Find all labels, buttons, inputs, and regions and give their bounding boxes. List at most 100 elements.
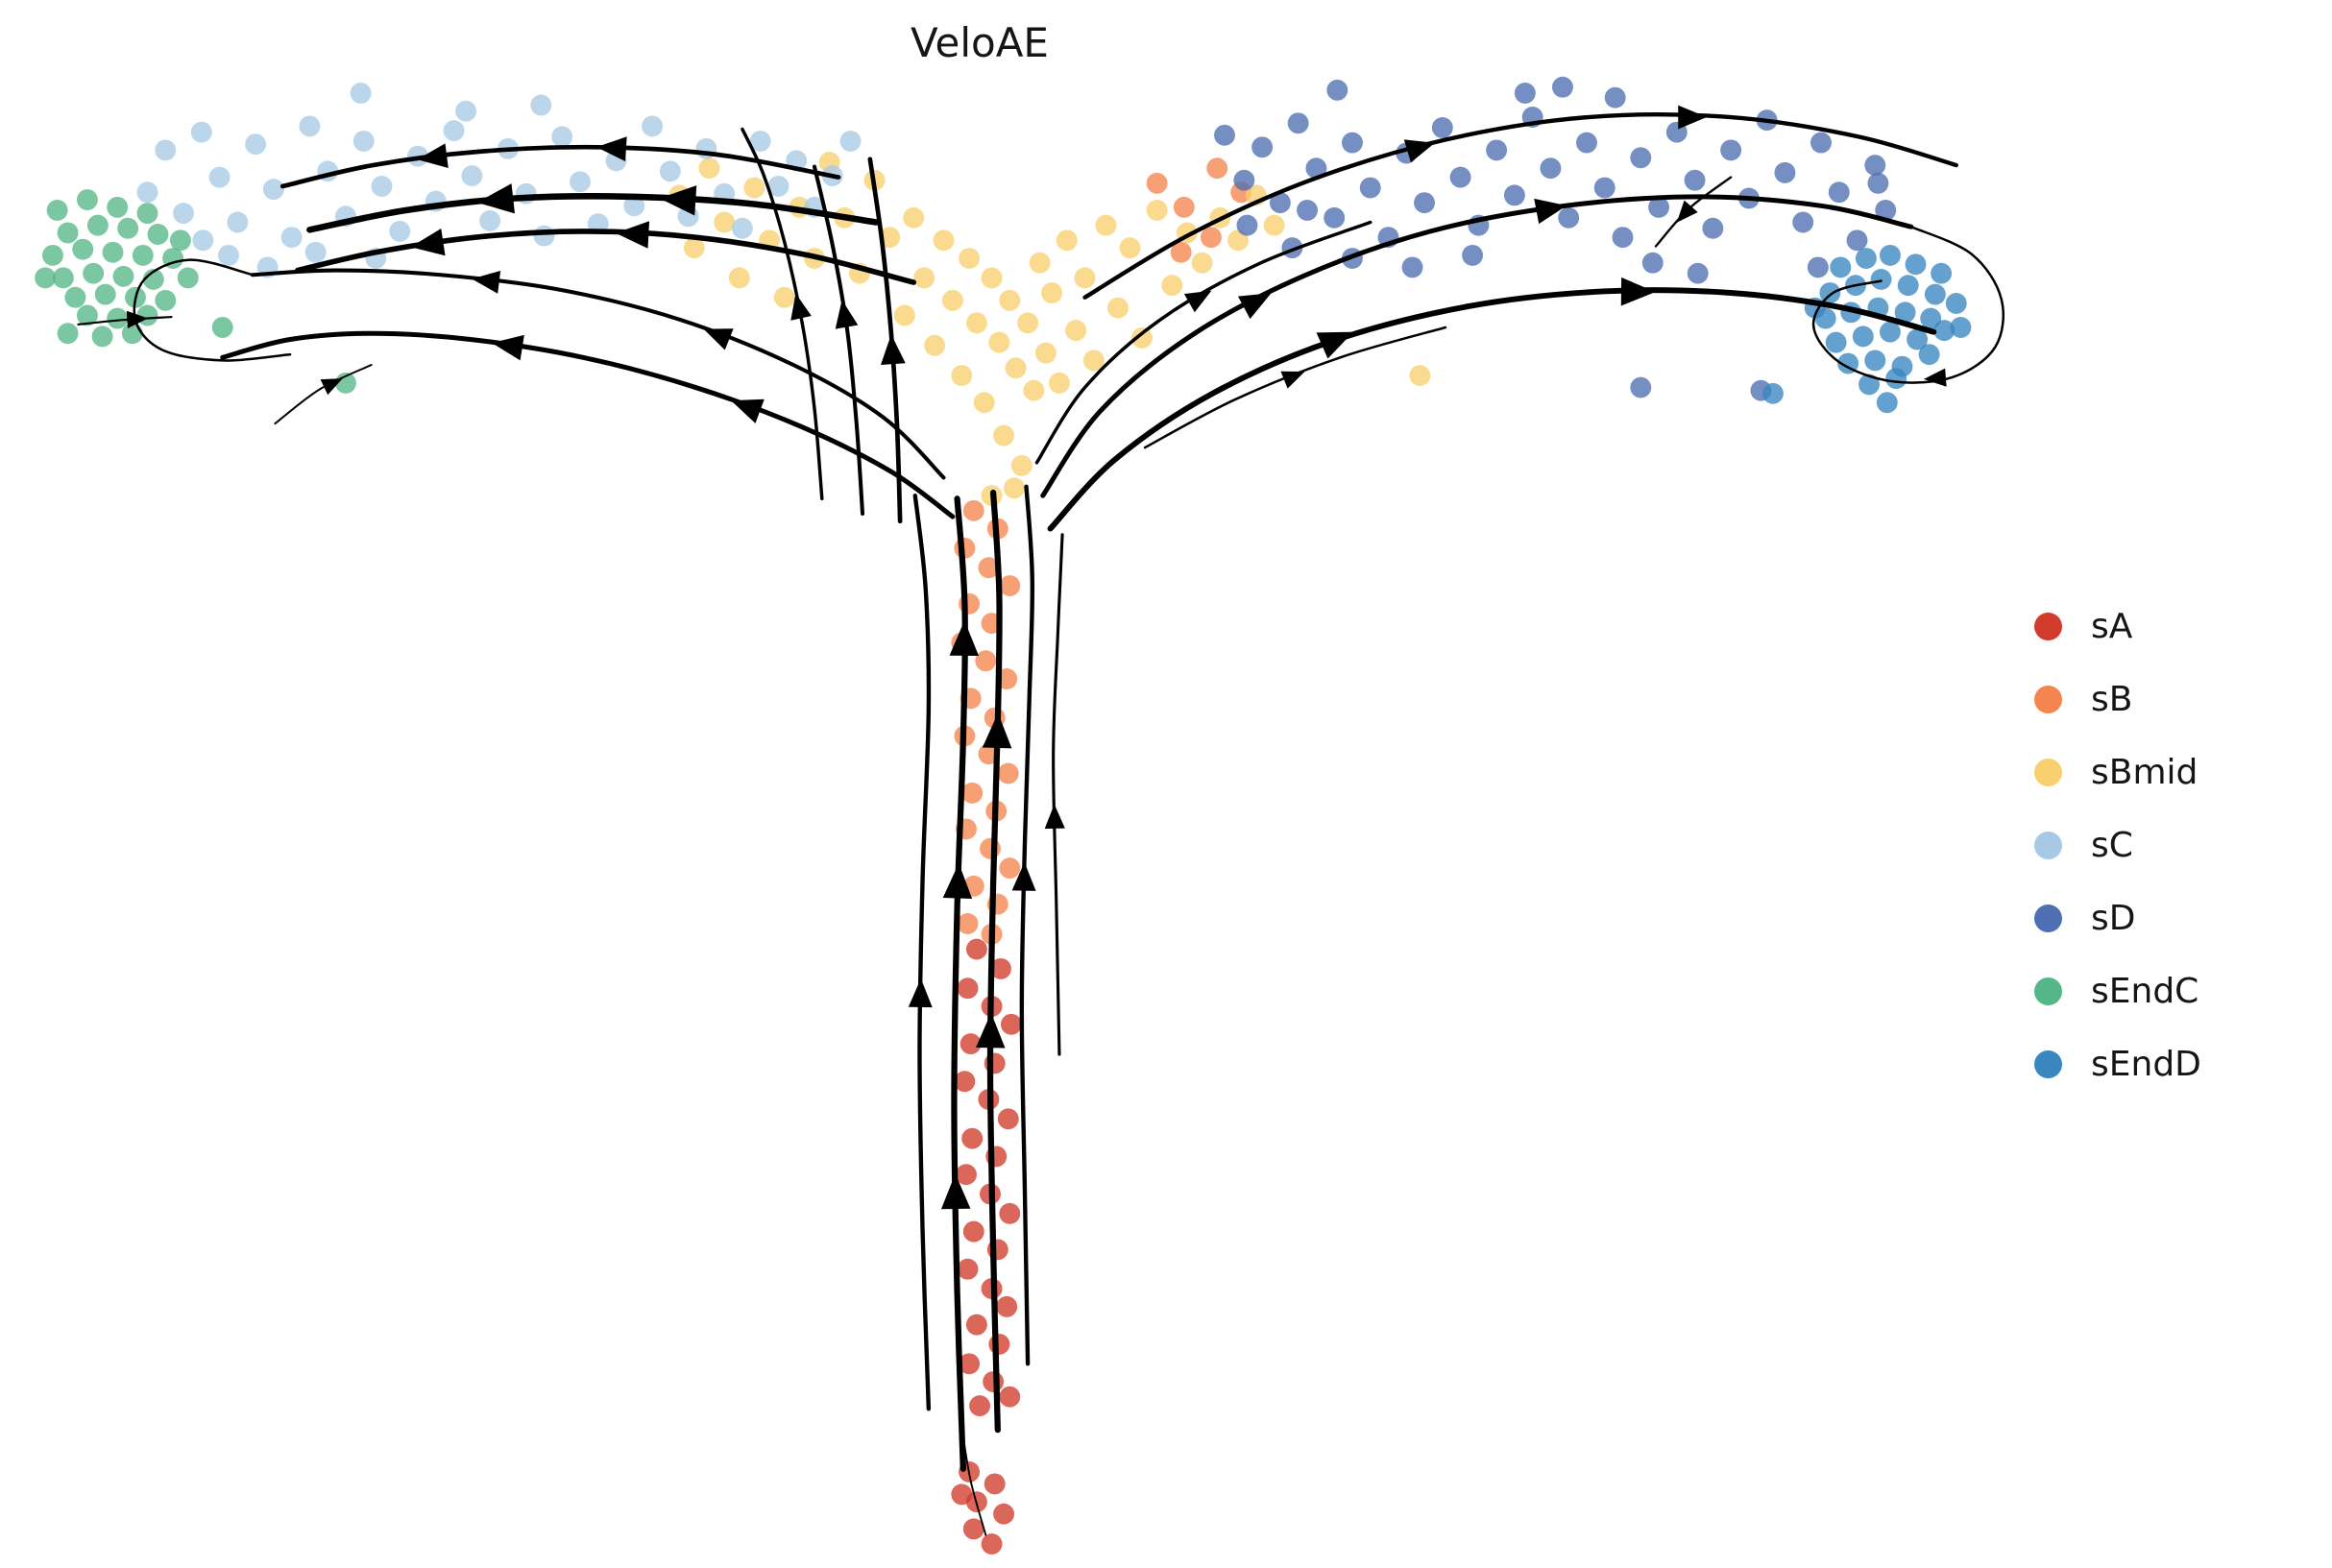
scatter-point-sEndC — [136, 304, 158, 326]
scatter-point-sD — [1236, 214, 1258, 236]
scatter-point-sEndC — [57, 323, 79, 345]
arrowhead — [410, 228, 446, 256]
scatter-point-sBmid — [1048, 372, 1070, 394]
streamline — [1047, 287, 1937, 532]
scatter-point-sD — [1846, 229, 1868, 252]
scatter-point-sBmid — [973, 392, 995, 414]
scatter-point-sD — [1558, 206, 1580, 229]
scatter-point-sD — [1641, 252, 1664, 274]
scatter-point-sEndC — [211, 317, 233, 338]
scatter-point-sD — [1807, 256, 1829, 278]
scatter-point-sC — [533, 225, 555, 247]
legend-dot-sBmid — [2034, 759, 2062, 786]
streamline — [1040, 194, 1914, 498]
scatter-point-sD — [1540, 157, 1562, 180]
scatter-point-sBmid — [714, 211, 736, 233]
scatter-point-sD — [1630, 147, 1652, 169]
streamline — [295, 229, 917, 285]
scatter-point-sBmid — [1010, 454, 1032, 476]
legend-label-sEndC: sEndC — [2091, 971, 2199, 1011]
scatter-point-sBmid — [893, 304, 915, 326]
scatter-point-sD — [1864, 155, 1886, 177]
streamline — [741, 127, 824, 501]
scatter-point-sC — [208, 166, 231, 188]
streamline — [1082, 112, 1958, 300]
scatter-point-sEndD — [1858, 374, 1880, 396]
streamline — [279, 144, 841, 189]
scatter-point-sB — [962, 499, 984, 521]
scatter-point-sD — [1684, 169, 1706, 191]
arrowhead — [1403, 139, 1435, 163]
scatter-point-sEndD — [1876, 392, 1898, 414]
scatter-point-sBmid — [1095, 214, 1117, 236]
scatter-point-sA — [984, 1473, 1006, 1495]
legend-dot-sA — [2034, 613, 2062, 640]
scatter-point-sEndC — [52, 267, 74, 289]
scatter-point-sEndC — [76, 304, 98, 326]
scatter-point-sEndD — [1933, 320, 1955, 342]
streamline — [1019, 484, 1035, 1366]
arrowhead — [615, 221, 650, 249]
legend-entry-sEndD: sEndD — [2034, 1041, 2201, 1088]
arrowhead — [731, 398, 765, 423]
scatter-point-sC — [173, 203, 194, 225]
legend-entry-sEndC: sEndC — [2034, 968, 2201, 1015]
scatter-point-sB — [978, 557, 1000, 579]
scatter-point-sD — [1359, 177, 1381, 199]
scatter-point-sC — [839, 131, 862, 152]
scatter-point-sC — [218, 244, 239, 266]
scatter-point-sA — [961, 1127, 984, 1149]
scatter-point-sEndD — [1907, 328, 1929, 350]
scatter-point-sBmid — [698, 157, 720, 180]
arrowhead — [126, 310, 149, 329]
scatter-point-sEndD — [1931, 262, 1953, 284]
scatter-point-sC — [659, 160, 681, 182]
legend-dot-sEndD — [2034, 1050, 2062, 1078]
scatter-point-sEndC — [76, 189, 98, 210]
arrowhead — [1923, 368, 1947, 387]
arrowhead — [1678, 105, 1708, 130]
scatter-point-sA — [965, 938, 987, 960]
scatter-point-sD — [1486, 139, 1508, 161]
scatter-point-sB — [957, 913, 979, 934]
legend-entry-sBmid: sBmid — [2034, 749, 2201, 796]
streamline — [1034, 220, 1372, 465]
streamline — [951, 495, 968, 1472]
scatter-point-sEndC — [72, 238, 94, 260]
scatter-point-sBmid — [993, 424, 1015, 446]
legend-dot-sC — [2034, 832, 2062, 859]
scatter-point-sC — [299, 115, 321, 137]
scatter-point-sD — [1702, 217, 1724, 239]
scatter-point-sEndC — [107, 196, 129, 218]
arrowhead — [790, 293, 812, 321]
scatter-point-sEndD — [1885, 368, 1907, 390]
scatter-point-sA — [981, 1533, 1003, 1555]
scatter-point-sC — [551, 126, 573, 148]
scatter-point-sBmid — [1131, 326, 1153, 349]
scatter-point-sD — [1551, 76, 1573, 98]
scatter-point-sEndC — [94, 283, 116, 305]
arrowhead — [940, 1173, 971, 1210]
scatter-point-sC — [389, 220, 411, 242]
scatter-point-sBmid — [1263, 214, 1285, 236]
arrowhead — [417, 143, 449, 168]
streamline — [1052, 533, 1064, 1056]
scatter-point-sEndC — [46, 200, 68, 221]
scatter-point-sC — [245, 133, 267, 156]
scatter-point-sEndC — [102, 241, 124, 263]
scatter-point-sD — [1792, 211, 1814, 233]
streamline — [986, 489, 1003, 1434]
scatter-point-sA — [957, 977, 979, 1000]
scatter-point-sA — [960, 1033, 982, 1055]
scatter-point-sC — [479, 209, 501, 231]
streamline — [1811, 225, 2004, 384]
scatter-point-sBmid — [1034, 342, 1057, 364]
scatter-point-sC — [731, 217, 753, 239]
scatter-point-sEndC — [91, 326, 113, 348]
scatter-point-sD — [1449, 166, 1471, 188]
scatter-point-sEndC — [117, 217, 139, 239]
scatter-point-sC — [136, 181, 158, 204]
scatter-point-sEndD — [1864, 350, 1886, 372]
legend-dot-sD — [2034, 905, 2062, 932]
